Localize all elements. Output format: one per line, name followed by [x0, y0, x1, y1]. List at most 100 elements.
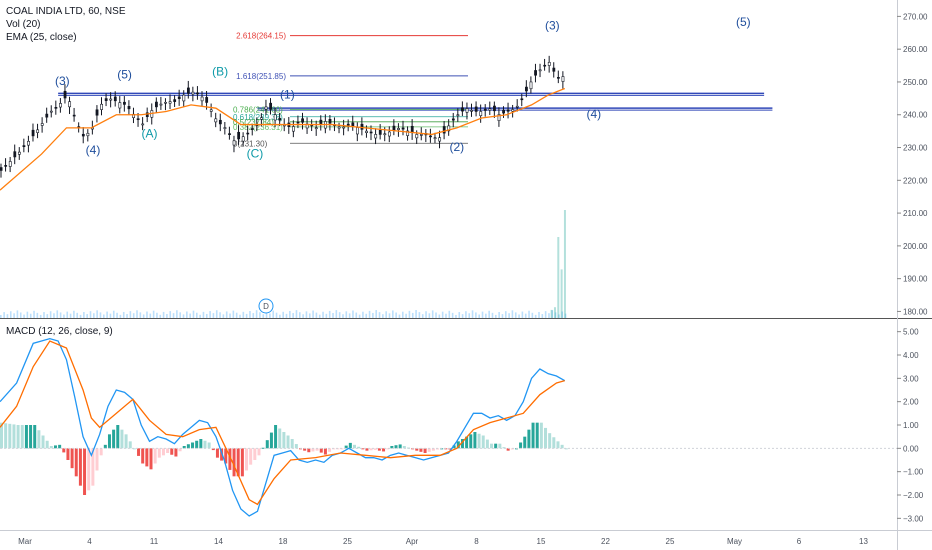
- volume-bar: [385, 311, 387, 318]
- candle-body-down: [429, 135, 432, 138]
- candle-body-down: [269, 102, 273, 110]
- elliott-wave-label: (5): [117, 68, 132, 82]
- volume-bar: [232, 310, 235, 318]
- volume-bar: [29, 313, 32, 318]
- volume-bar: [9, 311, 12, 318]
- macd-histogram-bar: [481, 435, 485, 449]
- candle-body-up: [292, 126, 295, 132]
- candle-body-down: [557, 77, 560, 79]
- volume-bar: [388, 313, 391, 318]
- macd-histogram-bar: [357, 446, 361, 449]
- volume-bar: [531, 312, 534, 318]
- macd-tick-label: 2.00: [903, 398, 919, 407]
- volume-bar: [159, 314, 162, 318]
- candle-body-up: [191, 91, 195, 95]
- candle-body-up: [415, 134, 419, 139]
- macd-histogram-bar: [382, 448, 386, 452]
- candle-body-down: [4, 165, 8, 167]
- candle-body-up: [241, 136, 245, 142]
- volume-bar: [166, 314, 168, 318]
- macd-histogram-bar: [182, 446, 186, 449]
- volume-bar: [475, 312, 477, 318]
- volume-bar: [196, 312, 198, 318]
- macd-histogram-bar: [469, 434, 473, 449]
- macd-histogram-bar: [157, 448, 161, 458]
- candle-body-up: [515, 105, 519, 108]
- candle-body-down: [123, 101, 126, 105]
- volume-bar: [421, 314, 424, 318]
- macd-histogram-bar: [311, 448, 315, 452]
- candle-body-down: [506, 109, 510, 112]
- candle-body-down: [246, 132, 250, 135]
- volume-bar: [289, 310, 291, 318]
- macd-histogram-bar: [448, 448, 452, 450]
- volume-bar: [398, 314, 401, 318]
- candle-body-down: [45, 113, 49, 118]
- macd-histogram-bar: [427, 448, 431, 452]
- volume-bar: [202, 311, 205, 318]
- volume-bar: [352, 310, 354, 318]
- macd-histogram-bar: [245, 448, 249, 471]
- candle-body-up: [200, 96, 204, 102]
- time-tick-label: 8: [474, 537, 479, 546]
- candle-body-up: [547, 61, 551, 66]
- volume-bar: [465, 311, 467, 318]
- volume-bar: [13, 313, 15, 318]
- volume-bar: [372, 312, 374, 318]
- macd-histogram-bar: [564, 448, 568, 450]
- candle-body-down: [54, 107, 58, 109]
- volume-bar: [368, 310, 371, 318]
- macd-histogram-bar: [394, 445, 398, 449]
- signal-line: [0, 340, 565, 506]
- volume-bar: [269, 313, 271, 318]
- volume-bar: [415, 310, 417, 318]
- macd-tick-label: −3.00: [903, 514, 924, 523]
- elliott-wave-label: (5): [736, 15, 751, 29]
- candle-body-up: [27, 140, 30, 146]
- elliott-wave-label: (3): [55, 74, 70, 88]
- candle-body-up: [40, 123, 44, 126]
- candle-body-down: [328, 119, 332, 124]
- volume-bar: [205, 313, 208, 318]
- volume-bar: [478, 314, 480, 318]
- macd-histogram-bar: [323, 448, 327, 455]
- candle-body-down: [72, 114, 76, 117]
- candle-body-up: [419, 134, 423, 136]
- candle-body-up: [465, 108, 469, 113]
- macd-tick-label: 3.00: [903, 374, 919, 383]
- macd-histogram-bar: [294, 444, 298, 449]
- macd-histogram-bar: [83, 448, 87, 495]
- macd-histogram-bar: [166, 448, 170, 453]
- macd-histogram-bar: [539, 422, 543, 449]
- volume-bar: [136, 310, 138, 318]
- price-tick-label: 190.00: [903, 275, 928, 284]
- macd-histogram-bar: [78, 448, 82, 486]
- macd-histogram-bar: [33, 425, 37, 449]
- macd-histogram-bar: [548, 433, 552, 449]
- volume-bar: [485, 313, 487, 318]
- price-tick-label: 270.00: [903, 12, 928, 21]
- volume-bar: [312, 310, 314, 318]
- volume-bar: [96, 310, 98, 318]
- volume-bar: [521, 311, 524, 318]
- volume-bar: [0, 315, 2, 318]
- candle-body-up: [438, 137, 442, 142]
- volume-bar: [528, 310, 530, 318]
- macd-histogram-bar: [53, 445, 57, 449]
- macd-histogram-bar: [303, 448, 307, 451]
- candle-body-down: [451, 118, 455, 121]
- volume-bar: [302, 314, 304, 318]
- candle-body-up: [8, 161, 12, 167]
- candle-body-down: [250, 128, 254, 130]
- macd-tick-label: 1.00: [903, 421, 919, 430]
- candle-body-down: [205, 97, 209, 103]
- macd-histogram-bar: [278, 428, 282, 449]
- candle-body-up: [497, 114, 501, 121]
- macd-histogram-bar: [195, 440, 199, 449]
- volume-bar: [405, 313, 407, 318]
- volume-spike-bar: [553, 307, 556, 318]
- macd-histogram-bar: [240, 448, 244, 477]
- volume-bar: [458, 312, 461, 318]
- volume-bar: [365, 313, 368, 318]
